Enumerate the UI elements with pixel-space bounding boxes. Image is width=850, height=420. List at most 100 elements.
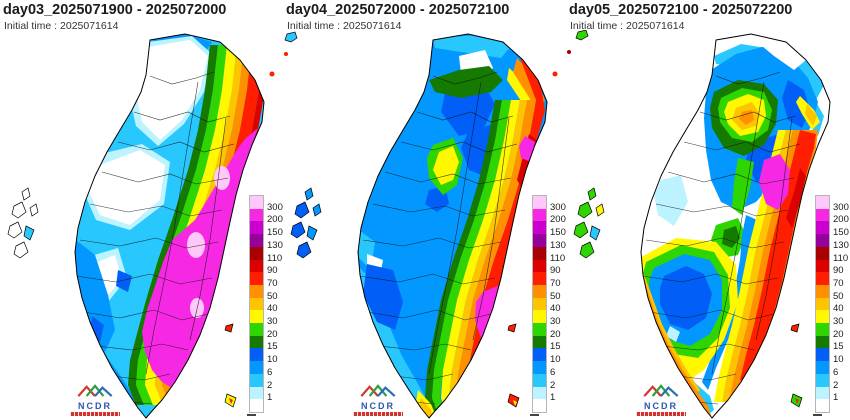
- colorbar-segment-above-300: [816, 196, 829, 209]
- colorbar-label: 130: [833, 239, 849, 251]
- colorbar-segment-6-10: [533, 361, 546, 374]
- ncdr-logo-text: NCDR: [361, 401, 395, 411]
- kinmen-island: [284, 52, 288, 56]
- panel-day04: day04_2025072000 - 2025072100 Initial ti…: [283, 0, 566, 420]
- colorbar-label: 70: [550, 277, 561, 289]
- colorbar-segment-90-110: [816, 259, 829, 273]
- colorbar-label: 50: [550, 290, 561, 302]
- colorbar-label: 50: [267, 290, 278, 302]
- colorbar-label: 1: [833, 392, 839, 404]
- initial-time-label: Initial time : 2025071614: [570, 20, 685, 32]
- colorbar-label: 90: [550, 265, 561, 277]
- colorbar-segment-15-20: [533, 335, 546, 349]
- colorbar-segment-10-15: [533, 348, 546, 362]
- colorbar-scale: [532, 195, 547, 413]
- colorbar-label: 20: [550, 328, 561, 340]
- green-island: [507, 323, 517, 333]
- colorbar-label: 30: [833, 316, 844, 328]
- colorbar-segment-15-20: [250, 335, 263, 349]
- colorbar-scale: [815, 195, 830, 413]
- offshore-islands: [567, 30, 803, 408]
- colorbar-segment-50-70: [250, 284, 263, 298]
- colorbar-segment-20-30: [816, 323, 829, 336]
- colorbar-label: 70: [833, 277, 844, 289]
- colorbar-segment-90-110: [250, 259, 263, 273]
- colorbar-segment-1-2: [533, 386, 546, 400]
- colorbar: 300 200 150 130 110 90 70 50 40 30 20 15 10 6 2 1: [530, 195, 572, 416]
- colorbar-segment-1-2: [816, 386, 829, 400]
- colorbar-segment-50-70: [533, 284, 546, 298]
- panel-title: day04_2025072000 - 2025072100: [286, 2, 510, 18]
- matsu-island: [284, 31, 298, 43]
- offshore-islands: [7, 71, 275, 408]
- colorbar-segment-30-40: [533, 310, 546, 324]
- colorbar-segment-10-15: [250, 348, 263, 362]
- ncdr-logo-banner: [353, 412, 403, 416]
- colorbar-label: 110: [833, 252, 849, 264]
- colorbar-segment-150-200: [250, 221, 263, 235]
- colorbar-label: 90: [267, 265, 278, 277]
- initial-time-label: Initial time : 2025071614: [287, 20, 402, 32]
- colorbar-label: 2: [550, 379, 556, 391]
- colorbar-segment-40-50: [816, 297, 829, 311]
- panel-day03: day03_2025071900 - 2025072000 Initial ti…: [0, 0, 283, 420]
- colorbar-label: 20: [833, 328, 844, 340]
- colorbar-segment-90-110: [533, 259, 546, 273]
- colorbar-segment-70-90: [816, 272, 829, 285]
- ncdr-logo-banner: [70, 412, 120, 416]
- colorbar-segment-200-300: [816, 208, 829, 222]
- colorbar-label: 15: [267, 341, 278, 353]
- colorbar-label: 10: [267, 354, 278, 366]
- colorbar-segment-below-1: [250, 399, 263, 412]
- ncdr-logo: NCDR: [349, 384, 407, 416]
- colorbar-label: 2: [267, 379, 273, 391]
- colorbar-label: 10: [550, 354, 561, 366]
- colorbar-segment-200-300: [533, 208, 546, 222]
- colorbar-label: 130: [550, 239, 566, 251]
- colorbar-segment-10-15: [816, 348, 829, 362]
- colorbar-segment-6-10: [816, 361, 829, 374]
- panel-title: day03_2025071900 - 2025072000: [3, 2, 227, 18]
- colorbar-label: 30: [550, 316, 561, 328]
- colorbar-segment-50-70: [816, 284, 829, 298]
- colorbar-label: 40: [267, 303, 278, 315]
- kinmen-island: [567, 50, 571, 54]
- colorbar-segment-below-1: [533, 399, 546, 412]
- colorbar-label: 130: [267, 239, 283, 251]
- colorbar-segment-130-150: [816, 234, 829, 247]
- colorbar-label: 20: [267, 328, 278, 340]
- colorbar: 300 200 150 130 110 90 70 50 40 30 20 15 10 6 2 1: [247, 195, 289, 416]
- colorbar-label: 200: [833, 214, 849, 226]
- guishan-island: [269, 71, 275, 77]
- colorbar-labels: 300 200 150 130 110 90 70 50 40 30 20 15 10 6 2 1: [267, 195, 289, 411]
- ncdr-mountain-icon: [643, 384, 679, 397]
- colorbar-segment-200-300: [250, 208, 263, 222]
- ncdr-logo: NCDR: [66, 384, 124, 416]
- colorbar-segment-110-130: [816, 246, 829, 260]
- colorbar-segment-70-90: [250, 272, 263, 285]
- colorbar-label: 150: [833, 227, 849, 239]
- colorbar-segment-40-50: [533, 297, 546, 311]
- panel-title: day05_2025072100 - 2025072200: [569, 2, 793, 18]
- colorbar-scale: [249, 195, 264, 413]
- colorbar-segment-20-30: [533, 323, 546, 336]
- contour-layers-day03: [75, 34, 264, 410]
- colorbar-labels: 300 200 150 130 110 90 70 50 40 30 20 15 10 6 2 1: [550, 195, 572, 411]
- colorbar-segment-15-20: [816, 335, 829, 349]
- colorbar-segment-130-150: [533, 234, 546, 247]
- colorbar-segment-6-10: [250, 361, 263, 374]
- green-island: [790, 323, 800, 333]
- colorbar-label: 10: [833, 354, 844, 366]
- colorbar-segment-above-300: [250, 196, 263, 209]
- colorbar-segment-2-6: [816, 373, 829, 387]
- colorbar-label: 70: [267, 277, 278, 289]
- matsu-island: [575, 30, 589, 41]
- colorbar-label: 1: [267, 392, 273, 404]
- colorbar-segment-above-300: [533, 196, 546, 209]
- colorbar-label: 200: [267, 214, 283, 226]
- colorbar-label: 300: [267, 201, 283, 213]
- ncdr-logo-text: NCDR: [644, 401, 678, 411]
- offshore-islands: [284, 31, 558, 408]
- colorbar-label: 6: [267, 366, 273, 378]
- ncdr-logo-text: NCDR: [78, 401, 112, 411]
